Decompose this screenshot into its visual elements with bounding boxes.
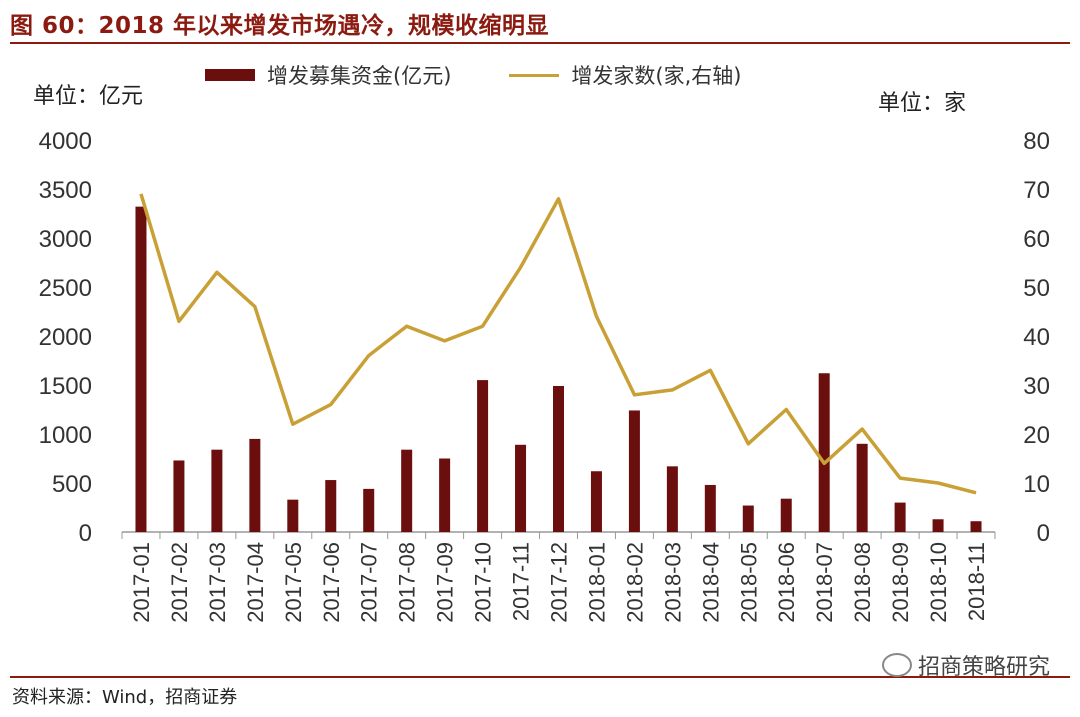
- watermark: 招商策略研究: [881, 649, 1050, 681]
- y-left-tick-label: 3000: [39, 226, 92, 253]
- y-left-tick-label: 2500: [39, 275, 92, 302]
- x-tick-label: 2017-07: [357, 542, 382, 623]
- bar: [477, 380, 489, 532]
- x-tick-label: 2017-08: [395, 542, 420, 623]
- chart-legend: 增发募集资金(亿元) 增发家数(家,右轴): [205, 60, 799, 90]
- y-left-tick-label: 2000: [39, 324, 92, 351]
- bar: [780, 498, 792, 532]
- left-axis-unit: 单位：亿元: [33, 84, 144, 109]
- x-tick-label: 2017-04: [243, 542, 268, 623]
- y-right-tick-label: 10: [1023, 471, 1050, 498]
- y-right-tick-label: 20: [1023, 422, 1050, 449]
- y-right-tick-label: 80: [1023, 128, 1050, 155]
- bar: [628, 410, 640, 532]
- x-tick-label: 2018-05: [736, 542, 761, 623]
- x-tick-label: 2018-09: [888, 542, 913, 623]
- x-tick-label: 2017-02: [167, 542, 192, 623]
- x-tick-label: 2017-03: [205, 542, 230, 623]
- legend-line-swatch: [509, 73, 560, 77]
- bar: [590, 471, 602, 532]
- legend-item-line: 增发家数(家,右轴): [509, 60, 741, 90]
- legend-label-line: 增发家数(家,右轴): [571, 64, 742, 88]
- bar: [704, 484, 716, 532]
- source-note: 资料来源：Wind，招商证券: [12, 687, 238, 708]
- y-left-tick-label: 500: [52, 471, 92, 498]
- bar-series: [135, 206, 982, 532]
- x-tick-label: 2018-01: [584, 542, 609, 623]
- x-tick-label: 2017-09: [433, 542, 458, 623]
- x-tick-label: 2017-05: [281, 542, 306, 623]
- y-right-tick-label: 70: [1023, 177, 1050, 204]
- footer-divider: [10, 676, 1070, 678]
- x-tick-label: 2018-03: [660, 542, 685, 623]
- watermark-text: 招商策略研究: [917, 655, 1050, 680]
- tick-labels: 0 500 1000 1500 2000 2500 3000 3500 4000 0 10 20 30 4…: [39, 128, 1050, 623]
- bar: [287, 499, 299, 532]
- bar: [553, 385, 564, 532]
- bar: [856, 443, 868, 532]
- bar: [742, 505, 754, 532]
- x-tick-label: 2018-08: [850, 542, 875, 623]
- bar: [439, 458, 451, 532]
- x-tick-label: 2017-01: [129, 542, 154, 623]
- x-tick-label: 2017-11: [509, 542, 534, 621]
- bar: [401, 449, 413, 532]
- x-tick-label: 2018-11: [964, 542, 989, 621]
- figure-title: 图 60：2018 年以来增发市场遇冷，规模收缩明显: [10, 13, 550, 39]
- y-left-tick-label: 1500: [39, 373, 92, 400]
- y-right-tick-label: 50: [1023, 275, 1050, 302]
- bar: [135, 206, 147, 532]
- bar: [932, 519, 944, 532]
- x-tick-label: 2018-02: [622, 542, 647, 623]
- legend-label-bars: 增发募集资金(亿元): [267, 64, 452, 88]
- y-left-tick-label: 0: [79, 520, 92, 547]
- chart-axes: [121, 531, 996, 539]
- y-right-tick-label: 30: [1023, 373, 1050, 400]
- bar: [211, 449, 223, 532]
- x-tick-label: 2018-10: [926, 542, 951, 623]
- x-tick-label: 2018-07: [812, 542, 837, 623]
- right-axis-unit: 单位：家: [878, 91, 967, 116]
- bar: [894, 502, 906, 532]
- bar: [363, 488, 375, 532]
- x-tick-label: 2017-10: [471, 542, 496, 623]
- bar: [173, 460, 185, 532]
- legend-item-bars: 增发募集资金(亿元): [205, 60, 451, 90]
- y-left-tick-label: 1000: [39, 422, 92, 449]
- y-left-tick-label: 4000: [39, 128, 92, 155]
- x-tick-label: 2017-12: [547, 542, 572, 623]
- bar: [325, 480, 337, 532]
- x-tick-label: 2018-04: [698, 542, 723, 623]
- x-tick-label: 2017-06: [319, 542, 344, 623]
- y-right-tick-label: 40: [1023, 324, 1050, 351]
- title-divider: [10, 42, 1070, 44]
- y-left-tick-label: 3500: [39, 177, 92, 204]
- legend-bar-swatch: [205, 69, 255, 81]
- y-right-tick-label: 60: [1023, 226, 1050, 253]
- x-tick-label: 2018-06: [774, 542, 799, 623]
- bar: [970, 521, 982, 532]
- line-series: [139, 193, 977, 495]
- bar: [515, 444, 527, 532]
- y-right-tick-label: 0: [1037, 520, 1050, 547]
- wechat-icon: [881, 653, 912, 677]
- bar: [818, 373, 830, 532]
- bar: [249, 438, 261, 532]
- bar: [666, 466, 678, 532]
